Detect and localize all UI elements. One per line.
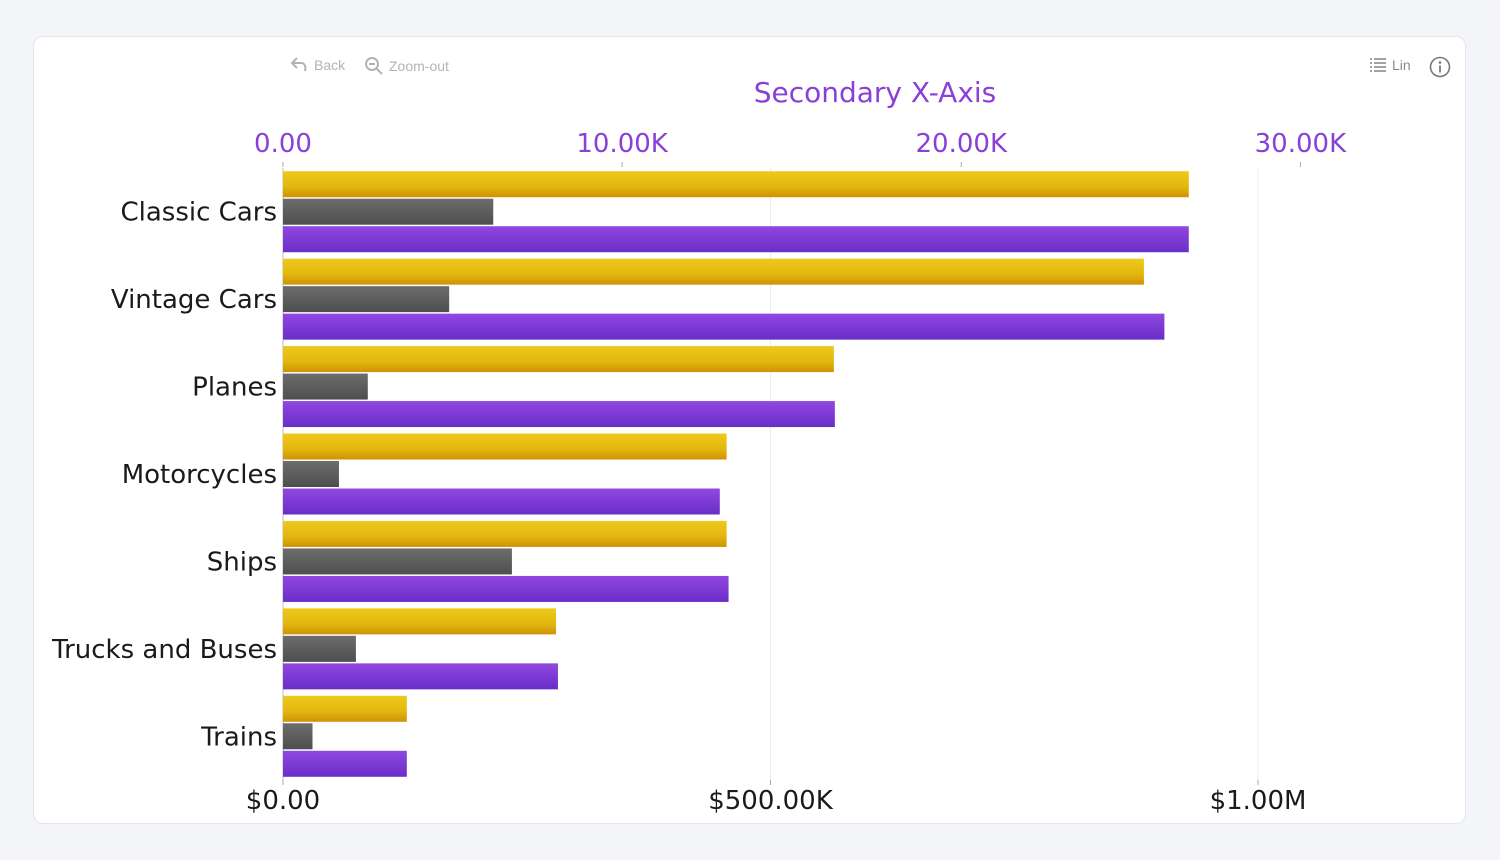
zoom-out-button[interactable]: Zoom-out [364, 56, 449, 76]
bar [283, 286, 450, 313]
bar [283, 635, 356, 662]
info-icon [1429, 56, 1451, 78]
bar [283, 373, 368, 400]
category-label: Classic Cars [120, 198, 277, 228]
secondary-axis-title: Secondary X-Axis [753, 76, 997, 109]
bar [283, 313, 1165, 340]
back-arrow-icon [290, 57, 307, 72]
bar [283, 258, 1144, 285]
category-label: Motorcycles [122, 460, 277, 490]
bar [283, 520, 727, 547]
category-label: Planes [192, 373, 277, 403]
chart-card [33, 36, 1466, 824]
bar [283, 461, 339, 487]
bar [283, 401, 835, 428]
bar [283, 548, 512, 575]
primary-axis-tick-label: $1.00M [1210, 786, 1307, 816]
list-icon [1370, 58, 1386, 72]
bar [283, 488, 720, 515]
category-label: Trucks and Buses [51, 635, 277, 665]
bar [283, 433, 727, 460]
bar [283, 171, 1189, 198]
bar [283, 346, 834, 373]
primary-axis-tick-label: $0.00 [246, 786, 320, 816]
secondary-axis-tick-label: 10.00K [576, 129, 668, 159]
scale-label: Lin [1392, 57, 1411, 73]
bar [283, 663, 558, 690]
bar [283, 198, 494, 225]
scale-toggle-button[interactable]: Lin [1369, 56, 1411, 74]
category-label: Trains [200, 722, 277, 752]
bar [283, 695, 407, 722]
bar [283, 226, 1189, 253]
zoom-out-icon [365, 57, 383, 75]
zoom-out-label: Zoom-out [389, 58, 449, 74]
secondary-axis-tick-label: 30.00K [1255, 129, 1347, 159]
primary-axis-tick-label: $500.00K [708, 786, 834, 816]
bar [283, 750, 407, 777]
bar [283, 723, 313, 750]
secondary-axis-tick-label: 0.00 [254, 129, 312, 159]
secondary-axis-tick-label: 20.00K [916, 129, 1008, 159]
bar [283, 575, 729, 602]
back-label: Back [314, 56, 346, 73]
back-button[interactable]: Back [290, 56, 345, 73]
bar [283, 608, 556, 635]
category-label: Ships [207, 547, 277, 577]
info-button[interactable] [1429, 56, 1451, 78]
category-label: Vintage Cars [111, 285, 277, 315]
